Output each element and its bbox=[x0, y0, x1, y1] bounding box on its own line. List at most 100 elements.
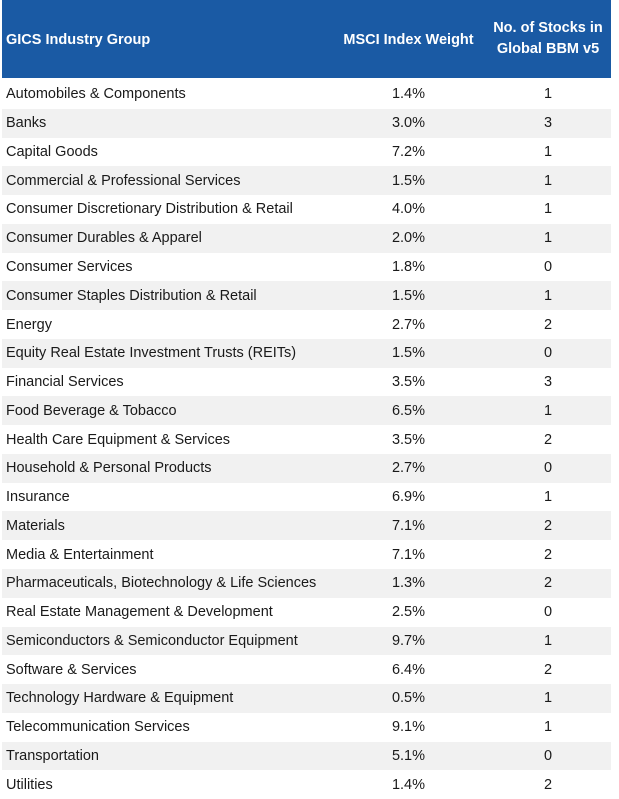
cell-industry-group: Technology Hardware & Equipment bbox=[6, 690, 234, 707]
cell-industry-group: Food Beverage & Tobacco bbox=[6, 402, 177, 419]
cell-index-weight: 6.9% bbox=[391, 489, 426, 506]
cell-stock-count: 0 bbox=[543, 747, 553, 764]
cell-industry-group: Semiconductors & Semiconductor Equipment bbox=[6, 632, 298, 649]
table-header: GICS Industry Group MSCI Index Weight No… bbox=[2, 0, 611, 78]
cell-stock-count: 1 bbox=[543, 489, 553, 506]
cell-index-weight: 4.0% bbox=[391, 201, 426, 218]
cell-industry-group: Media & Entertainment bbox=[6, 546, 154, 563]
cell-industry-group: Financial Services bbox=[6, 374, 124, 391]
cell-industry-group: Consumer Staples Distribution & Retail bbox=[6, 287, 257, 304]
table-row: Financial Services 3.5% 3 bbox=[2, 368, 611, 397]
cell-stock-count: 2 bbox=[543, 517, 553, 534]
cell-stock-count: 2 bbox=[543, 661, 553, 678]
cell-index-weight: 1.4% bbox=[391, 776, 426, 793]
cell-industry-group: Commercial & Professional Services bbox=[6, 172, 241, 189]
cell-index-weight: 6.5% bbox=[391, 402, 426, 419]
cell-index-weight: 9.1% bbox=[391, 719, 426, 736]
table-body: Automobiles & Components 1.4% 1 Banks 3.0% 3 C… bbox=[2, 80, 611, 799]
cell-industry-group: Software & Services bbox=[6, 661, 137, 678]
cell-index-weight: 0.5% bbox=[391, 690, 426, 707]
cell-index-weight: 7.1% bbox=[391, 517, 426, 534]
cell-stock-count: 1 bbox=[543, 172, 553, 189]
table-row: Automobiles & Components 1.4% 1 bbox=[2, 80, 611, 109]
cell-index-weight: 1.5% bbox=[391, 345, 426, 362]
cell-industry-group: Banks bbox=[6, 115, 47, 132]
cell-stock-count: 0 bbox=[543, 460, 553, 477]
cell-stock-count: 3 bbox=[543, 115, 553, 132]
cell-stock-count: 1 bbox=[543, 690, 553, 707]
cell-industry-group: Materials bbox=[6, 517, 65, 534]
cell-industry-group: Consumer Services bbox=[6, 258, 133, 275]
table-row: Semiconductors & Semiconductor Equipment… bbox=[2, 626, 611, 656]
cell-index-weight: 1.3% bbox=[391, 575, 426, 592]
cell-stock-count: 1 bbox=[543, 287, 553, 304]
cell-index-weight: 3.5% bbox=[391, 431, 426, 448]
table-row: Transportation 5.1% 0 bbox=[2, 741, 611, 771]
cell-stock-count: 1 bbox=[543, 143, 553, 160]
cell-stock-count: 2 bbox=[543, 316, 553, 333]
cell-stock-count: 2 bbox=[543, 546, 553, 563]
cell-index-weight: 2.7% bbox=[391, 316, 426, 333]
cell-industry-group: Real Estate Management & Development bbox=[6, 604, 273, 621]
table-row: Media & Entertainment 7.1% 2 bbox=[2, 540, 611, 569]
table-row: Insurance 6.9% 1 bbox=[2, 483, 611, 512]
cell-stock-count: 0 bbox=[543, 345, 553, 362]
table-row: Software & Services 6.4% 2 bbox=[2, 655, 611, 684]
cell-index-weight: 1.8% bbox=[391, 258, 426, 275]
cell-index-weight: 1.5% bbox=[391, 287, 426, 304]
table-row: Consumer Staples Distribution & Retail 1.… bbox=[2, 281, 611, 311]
cell-stock-count: 0 bbox=[543, 258, 553, 275]
table-row: Household & Personal Products 2.7% 0 bbox=[2, 453, 611, 483]
cell-industry-group: Transportation bbox=[6, 747, 99, 764]
cell-stock-count: 1 bbox=[543, 402, 553, 419]
cell-stock-count: 0 bbox=[543, 604, 553, 621]
table-row: Banks 3.0% 3 bbox=[2, 108, 611, 138]
table-row: Energy 2.7% 2 bbox=[2, 310, 611, 339]
table-row: Consumer Discretionary Distribution & Re… bbox=[2, 195, 611, 224]
table-row: Health Care Equipment & Services 3.5% 2 bbox=[2, 425, 611, 454]
cell-stock-count: 2 bbox=[543, 431, 553, 448]
cell-stock-count: 2 bbox=[543, 776, 553, 793]
table-row: Food Beverage & Tobacco 6.5% 1 bbox=[2, 396, 611, 426]
cell-industry-group: Utilities bbox=[6, 776, 53, 793]
cell-industry-group: Capital Goods bbox=[6, 143, 98, 160]
cell-industry-group: Consumer Discretionary Distribution & Re… bbox=[6, 201, 293, 218]
cell-index-weight: 6.4% bbox=[391, 661, 426, 678]
cell-industry-group: Household & Personal Products bbox=[6, 460, 212, 477]
header-gics-industry-group: GICS Industry Group bbox=[6, 32, 151, 48]
cell-industry-group: Telecommunication Services bbox=[6, 719, 190, 736]
cell-index-weight: 2.5% bbox=[391, 604, 426, 621]
cell-stock-count: 1 bbox=[543, 201, 553, 218]
table-row: Pharmaceuticals, Biotechnology & Life Sc… bbox=[2, 569, 611, 598]
table-row: Real Estate Management & Development 2.5%… bbox=[2, 598, 611, 627]
table-row: Equity Real Estate Investment Trusts (RE… bbox=[2, 338, 611, 368]
cell-industry-group: Automobiles & Components bbox=[6, 86, 186, 103]
cell-stock-count: 1 bbox=[543, 719, 553, 736]
table-row: Technology Hardware & Equipment 0.5% 1 bbox=[2, 684, 611, 713]
table-row: Telecommunication Services 9.1% 1 bbox=[2, 713, 611, 742]
cell-index-weight: 7.2% bbox=[391, 143, 426, 160]
header-stock-count-line2: Global BBM v5 bbox=[496, 41, 600, 57]
cell-industry-group: Consumer Durables & Apparel bbox=[6, 230, 202, 247]
table-row: Utilities 1.4% 2 bbox=[2, 770, 611, 799]
cell-index-weight: 3.0% bbox=[391, 115, 426, 132]
cell-industry-group: Insurance bbox=[6, 489, 70, 506]
cell-stock-count: 3 bbox=[543, 374, 553, 391]
cell-stock-count: 1 bbox=[543, 230, 553, 247]
header-stock-count-line1: No. of Stocks in bbox=[493, 20, 603, 36]
cell-industry-group: Equity Real Estate Investment Trusts (RE… bbox=[6, 345, 297, 362]
cell-index-weight: 7.1% bbox=[391, 546, 426, 563]
cell-index-weight: 2.7% bbox=[391, 460, 426, 477]
table-row: Consumer Services 1.8% 0 bbox=[2, 253, 611, 282]
table-row: Commercial & Professional Services 1.5% 1 bbox=[2, 166, 611, 196]
header-stock-count: No. of Stocks in Global BBM v5 bbox=[485, 18, 611, 60]
cell-index-weight: 5.1% bbox=[391, 747, 426, 764]
cell-index-weight: 1.4% bbox=[391, 86, 426, 103]
table-row: Materials 7.1% 2 bbox=[2, 511, 611, 541]
cell-stock-count: 1 bbox=[543, 632, 553, 649]
cell-index-weight: 3.5% bbox=[391, 374, 426, 391]
cell-index-weight: 2.0% bbox=[391, 230, 426, 247]
cell-stock-count: 2 bbox=[543, 575, 553, 592]
table-row: Capital Goods 7.2% 1 bbox=[2, 138, 611, 167]
